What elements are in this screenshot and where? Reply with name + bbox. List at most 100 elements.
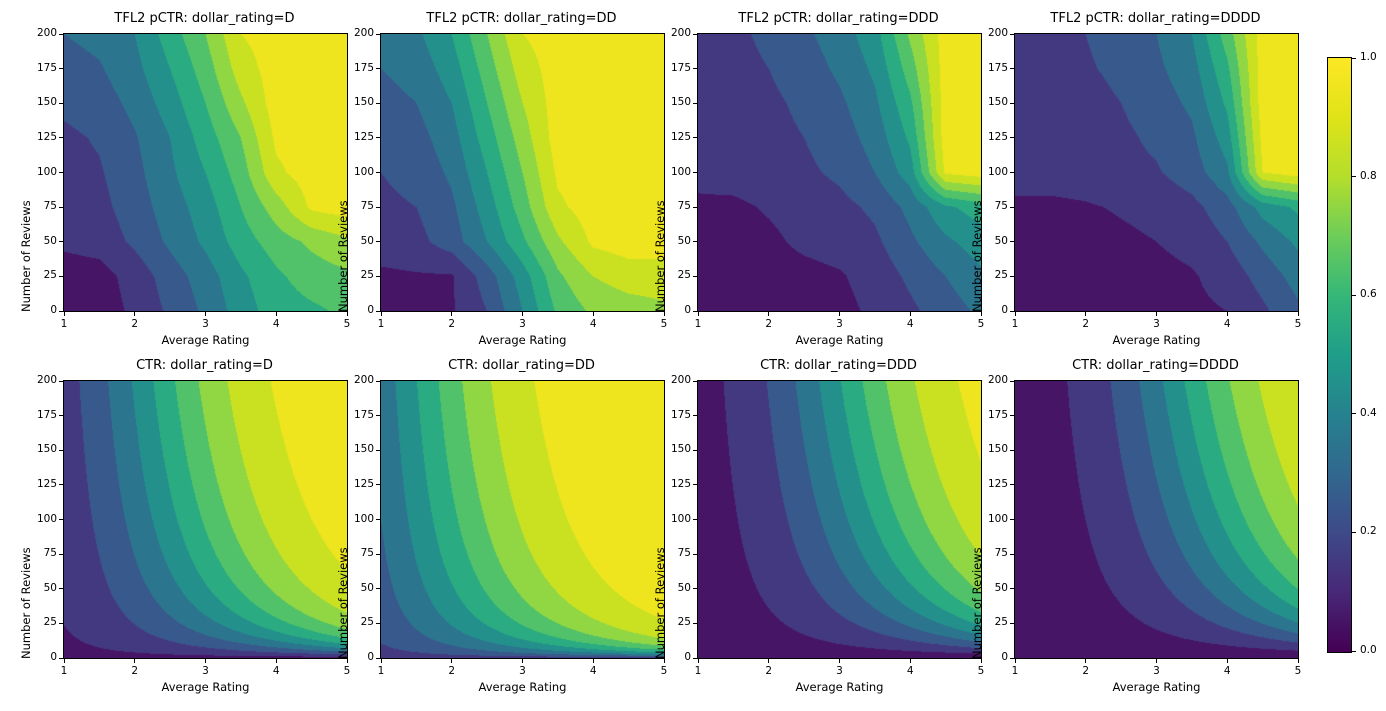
y-tick-mark: [376, 137, 380, 139]
y-tick-label: 200: [353, 374, 374, 386]
x-axis-label: Average Rating: [478, 333, 567, 347]
y-tick-mark: [1010, 241, 1014, 243]
x-axis-label: Average Rating: [795, 680, 884, 694]
x-tick-label: 5: [343, 665, 351, 677]
plot-area: [1014, 33, 1299, 312]
x-tick-mark: [909, 659, 911, 663]
contour-plot-canvas: [698, 381, 981, 658]
contour-plot-canvas: [1015, 34, 1298, 311]
y-tick-mark: [376, 449, 380, 451]
x-tick-label: 5: [1294, 318, 1302, 330]
y-tick-mark: [1010, 68, 1014, 70]
y-tick-mark: [693, 622, 697, 624]
y-tick-label: 75: [994, 200, 1008, 213]
x-tick-mark: [909, 312, 911, 316]
x-tick-label: 5: [977, 318, 985, 330]
y-tick-mark: [59, 102, 63, 104]
y-tick-label: 125: [987, 130, 1008, 143]
x-tick-label: 1: [1011, 318, 1019, 330]
y-tick-mark: [1010, 553, 1014, 555]
x-tick-label: 1: [1011, 665, 1019, 677]
y-tick-mark: [376, 275, 380, 277]
x-tick-mark: [1014, 312, 1016, 316]
y-tick-mark: [59, 172, 63, 173]
y-tick-mark: [693, 657, 697, 659]
y-tick-mark: [693, 484, 697, 486]
y-tick-label: 100: [353, 165, 374, 178]
x-tick-mark: [980, 312, 982, 316]
y-tick-label: 100: [36, 512, 57, 525]
x-tick-mark: [663, 659, 665, 663]
contour-plot-canvas: [698, 34, 981, 311]
y-tick-mark: [1010, 172, 1014, 173]
x-tick-label: 1: [60, 665, 68, 677]
y-tick-mark: [1010, 657, 1014, 659]
x-tick-label: 5: [660, 318, 668, 330]
y-tick-label: 100: [36, 165, 57, 178]
y-tick-label: 125: [36, 130, 57, 143]
y-tick-mark: [376, 102, 380, 104]
y-tick-label: 200: [987, 27, 1008, 39]
x-tick-label: 1: [60, 318, 68, 330]
x-tick-mark: [380, 312, 382, 316]
x-tick-mark: [522, 659, 523, 663]
x-tick-mark: [205, 659, 206, 663]
x-tick-mark: [980, 659, 982, 663]
y-tick-mark: [693, 415, 697, 417]
y-tick-label: 75: [43, 200, 57, 213]
y-tick-mark: [59, 310, 63, 312]
y-tick-mark: [693, 206, 697, 208]
x-tick-mark: [839, 659, 840, 663]
y-tick-mark: [1010, 380, 1014, 382]
y-tick-label: 0: [367, 304, 374, 316]
subplot-ctr-ddd: CTR: dollar_rating=DDD Number of Reviews…: [647, 356, 987, 702]
y-tick-mark: [1010, 622, 1014, 624]
y-tick-label: 100: [670, 165, 691, 178]
subplot-ctr-d: CTR: dollar_rating=D Number of Reviews 1…: [13, 356, 353, 702]
y-tick-label: 0: [684, 304, 691, 316]
x-tick-mark: [451, 312, 453, 316]
y-tick-mark: [59, 622, 63, 624]
subplot-tfl2-pctr-dddd: TFL2 pCTR: dollar_rating=DDDD Number of …: [964, 9, 1304, 355]
x-tick-mark: [697, 659, 699, 663]
y-tick-label: 125: [36, 477, 57, 490]
subplot-tfl2-pctr-dd: TFL2 pCTR: dollar_rating=DD Number of Re…: [330, 9, 670, 355]
x-tick-mark: [1297, 312, 1299, 316]
y-tick-mark: [59, 415, 63, 417]
contour-plot-canvas: [64, 34, 347, 311]
plot-title: TFL2 pCTR: dollar_rating=D: [114, 11, 295, 26]
y-tick-label: 100: [353, 512, 374, 525]
y-tick-mark: [1010, 310, 1014, 312]
y-tick-label: 150: [987, 96, 1008, 109]
plot-area: [63, 380, 348, 659]
x-tick-mark: [1085, 312, 1087, 316]
y-tick-mark: [1010, 415, 1014, 417]
y-tick-label: 25: [677, 269, 691, 282]
x-tick-label: 4: [589, 318, 597, 330]
y-tick-label: 175: [987, 408, 1008, 421]
plot-area: [1014, 380, 1299, 659]
colorbar-tick-mark: [1352, 650, 1356, 652]
y-tick-mark: [59, 657, 63, 659]
contour-plot-canvas: [381, 381, 664, 658]
y-tick-mark: [59, 449, 63, 451]
y-tick-mark: [1010, 137, 1014, 139]
colorbar: 0.0 0.2 0.4 0.6 0.8 1.0: [1327, 51, 1386, 661]
x-axis-label: Average Rating: [161, 333, 250, 347]
y-tick-mark: [59, 275, 63, 277]
y-tick-label: 175: [670, 408, 691, 421]
subplot-ctr-dddd: CTR: dollar_rating=DDDD Number of Review…: [964, 356, 1304, 702]
contour-plot-canvas: [64, 381, 347, 658]
y-tick-label: 125: [670, 477, 691, 490]
y-tick-mark: [376, 68, 380, 70]
plot-area: [380, 33, 665, 312]
y-tick-label: 175: [36, 408, 57, 421]
x-axis-label: Average Rating: [161, 680, 250, 694]
y-tick-label: 200: [353, 27, 374, 39]
colorbar-tick-label: 0.2: [1360, 525, 1377, 538]
x-tick-label: 4: [1223, 665, 1231, 677]
x-tick-mark: [697, 312, 699, 316]
x-tick-label: 5: [977, 665, 985, 677]
y-tick-label: 200: [987, 374, 1008, 386]
y-tick-label: 50: [677, 581, 691, 594]
